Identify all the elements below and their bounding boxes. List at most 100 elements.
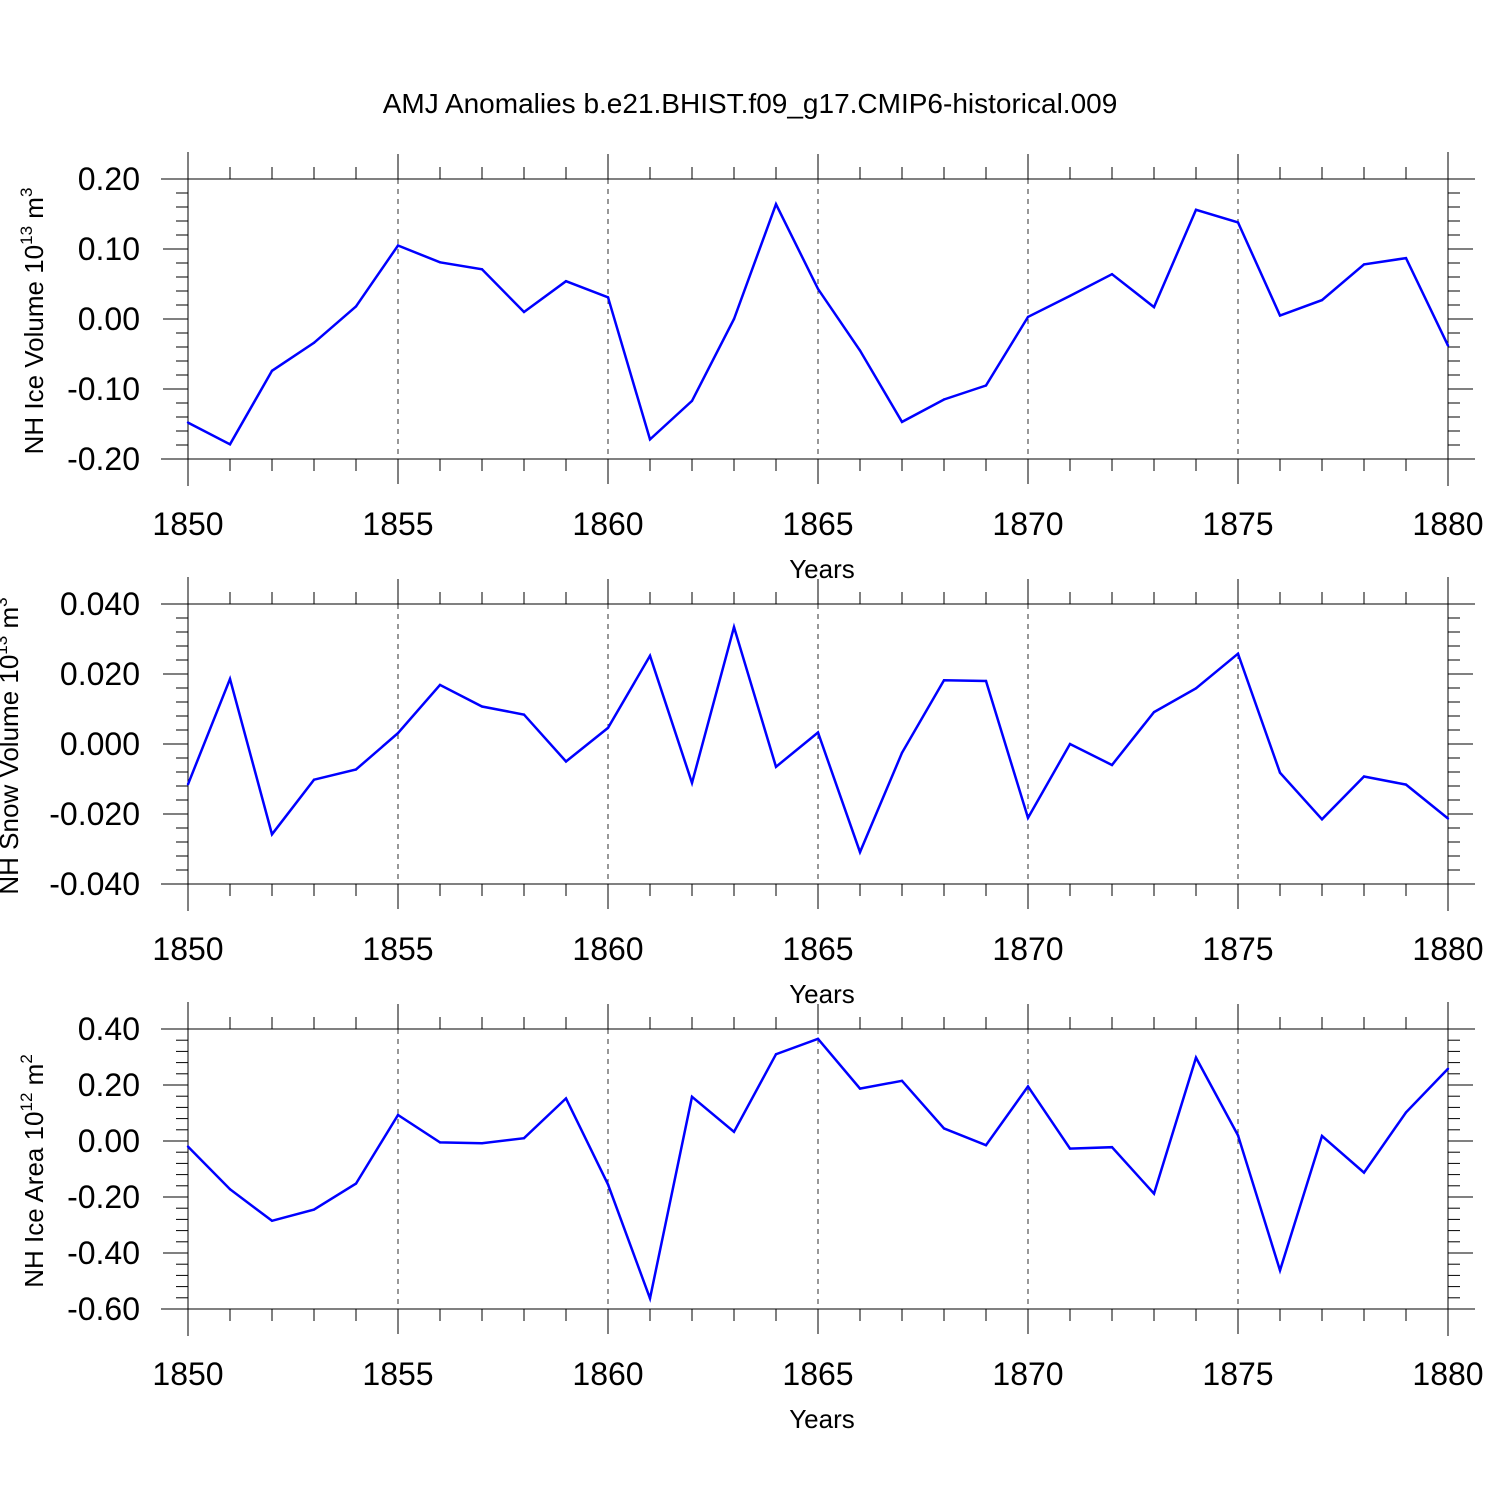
- data-point: [312, 778, 316, 781]
- x-tick-label: 1860: [572, 506, 643, 542]
- data-point: [1194, 1056, 1198, 1059]
- data-point: [648, 1297, 652, 1300]
- data-point: [858, 349, 862, 352]
- data-point: [564, 760, 568, 763]
- y-axis-label-unit: m: [0, 607, 24, 636]
- data-point: [186, 1145, 190, 1148]
- data-point: [1026, 816, 1030, 820]
- y-tick-label: 0.10: [78, 231, 140, 267]
- data-point: [354, 1182, 358, 1185]
- x-tick-label: 1870: [992, 506, 1063, 542]
- x-tick-label: 1875: [1202, 931, 1273, 967]
- data-point: [438, 261, 442, 264]
- data-point: [1362, 775, 1366, 778]
- y-tick-label: -0.20: [67, 441, 140, 477]
- data-point: [270, 1219, 274, 1223]
- x-tick-label: 1860: [572, 1356, 643, 1392]
- y-axis-label-unit: m: [19, 197, 49, 226]
- data-point: [1236, 652, 1240, 655]
- x-axis-label: Years: [789, 979, 855, 1009]
- data-point: [900, 1079, 904, 1083]
- data-point: [1026, 315, 1030, 319]
- data-point: [438, 1141, 442, 1144]
- y-axis-label: NH Ice Area 1012 m2: [17, 1054, 49, 1288]
- data-point: [732, 625, 736, 629]
- data-point: [1446, 1067, 1450, 1071]
- data-point: [228, 1188, 232, 1191]
- data-point: [1236, 1134, 1240, 1137]
- data-point: [354, 768, 358, 771]
- x-tick-label: 1865: [782, 1356, 853, 1392]
- data-point: [858, 1087, 862, 1090]
- data-point: [942, 679, 946, 682]
- data-point: [1194, 687, 1198, 690]
- data-point: [1068, 742, 1072, 746]
- data-point: [1278, 314, 1282, 317]
- data-point: [690, 1095, 694, 1099]
- data-point: [480, 268, 484, 271]
- panel-1: 1850 1855 1860 1865 1870 1875 1880 -0.20 -0.10 0.…: [17, 152, 1484, 584]
- y-tick-label: 0.00: [78, 301, 140, 337]
- data-point: [1320, 1134, 1324, 1138]
- data-point: [1152, 1192, 1156, 1195]
- data-point: [1152, 305, 1156, 309]
- data-point: [732, 1130, 736, 1134]
- data-point: [606, 1183, 610, 1186]
- data-point: [774, 1053, 778, 1056]
- x-tick-label: 1875: [1202, 1356, 1273, 1392]
- y-axis-label-exponent: 12: [17, 1093, 36, 1112]
- y-axis-label-unit-exponent: 3: [17, 188, 36, 197]
- data-point: [1026, 1085, 1030, 1088]
- panel-2: 1850 1855 1860 1865 1870 1875 1880 -0.040 -0.020…: [0, 577, 1484, 1009]
- x-axis-label: Years: [789, 1404, 855, 1434]
- data-point: [1068, 294, 1072, 298]
- y-axis-label-base: NH Ice Area 10: [19, 1111, 49, 1287]
- data-point: [1110, 273, 1114, 276]
- data-point: [690, 399, 694, 403]
- data-point: [522, 713, 526, 716]
- data-point: [606, 726, 610, 730]
- data-point: [690, 781, 694, 785]
- data-point: [1152, 710, 1156, 714]
- x-tick-label: 1875: [1202, 506, 1273, 542]
- x-tick-label: 1850: [152, 506, 223, 542]
- x-tick-label: 1855: [362, 506, 433, 542]
- y-axis-label-unit-exponent: 3: [0, 597, 11, 606]
- data-point: [1320, 298, 1324, 302]
- data-point: [564, 280, 568, 283]
- data-point: [1404, 1111, 1408, 1114]
- y-tick-label: 0.20: [78, 1067, 140, 1103]
- x-tick-label: 1860: [572, 931, 643, 967]
- data-point: [564, 1097, 568, 1100]
- data-point: [816, 731, 820, 734]
- data-point: [396, 1113, 400, 1117]
- data-point: [1404, 256, 1408, 260]
- data-point: [270, 833, 274, 836]
- x-tick-label: 1865: [782, 931, 853, 967]
- data-point: [1236, 221, 1240, 224]
- data-point: [1194, 208, 1198, 211]
- data-point: [984, 1144, 988, 1147]
- y-tick-label: 0.000: [60, 726, 140, 762]
- x-tick-label: 1880: [1412, 1356, 1483, 1392]
- panel-3: 1850 1855 1860 1865 1870 1875 1880 -0.60 -0.40 -0…: [17, 1002, 1484, 1434]
- data-point: [228, 677, 232, 681]
- y-axis-label-exponent: 13: [0, 636, 11, 655]
- y-tick-label: 0.00: [78, 1123, 140, 1159]
- data-point: [312, 1208, 316, 1211]
- y-tick-label: -0.10: [67, 371, 140, 407]
- x-axis-label: Years: [789, 554, 855, 584]
- x-tick-label: 1880: [1412, 506, 1483, 542]
- y-axis-label-base: NH Snow Volume 10: [0, 655, 24, 895]
- x-tick-label: 1850: [152, 1356, 223, 1392]
- data-point: [480, 705, 484, 708]
- data-point: [732, 317, 736, 321]
- data-point: [774, 203, 778, 206]
- y-axis-label-unit: m: [19, 1064, 49, 1093]
- y-tick-label: -0.020: [49, 796, 140, 832]
- data-point: [900, 420, 904, 424]
- data-point: [1278, 771, 1282, 774]
- data-point: [396, 244, 400, 247]
- data-point: [396, 731, 400, 735]
